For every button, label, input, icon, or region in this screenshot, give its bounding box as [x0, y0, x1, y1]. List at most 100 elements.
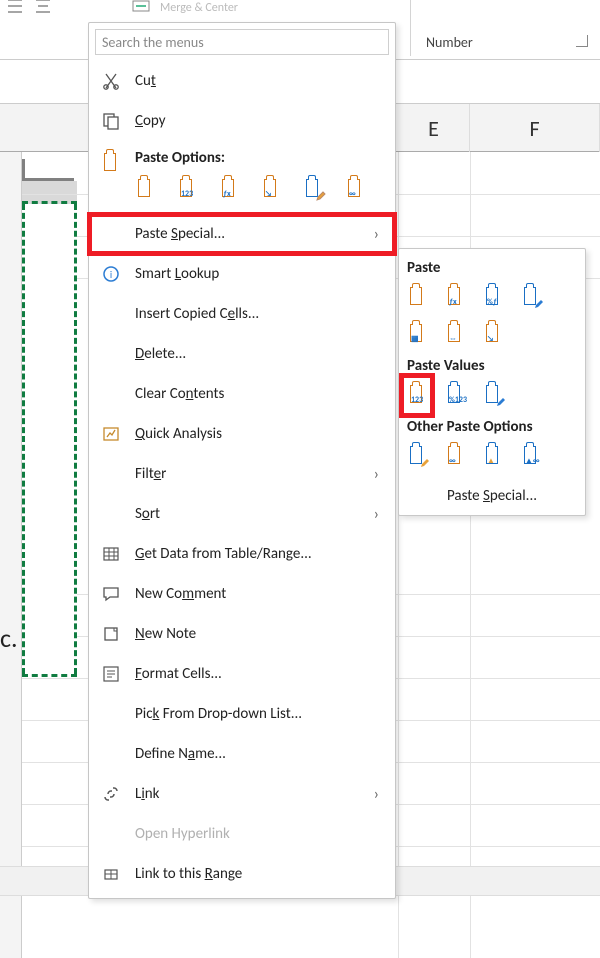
paste-options-label: Paste Options: — [135, 149, 379, 167]
copy-icon — [101, 112, 121, 130]
menu-smart-lookup[interactable]: i Smart Lookup — [89, 254, 395, 294]
menu-new-note-label: New Note — [135, 625, 379, 643]
svg-text:i: i — [110, 268, 112, 281]
align-icon-2[interactable] — [34, 0, 52, 19]
menu-smart-lookup-label: Smart Lookup — [135, 265, 379, 283]
menu-quick-analysis-label: Quick Analysis — [135, 425, 379, 443]
menu-paste-special-label: Paste Special... — [135, 225, 360, 243]
menu-link[interactable]: Link › — [89, 774, 395, 814]
menu-copy[interactable]: Copy — [89, 101, 395, 141]
menu-quick-analysis[interactable]: Quick Analysis — [89, 414, 395, 454]
cut-icon — [101, 72, 121, 90]
dialog-launcher-icon[interactable] — [576, 35, 588, 47]
column-header-f[interactable]: F — [470, 104, 600, 152]
table-icon — [101, 545, 121, 563]
row-header-column — [0, 152, 22, 958]
menu-delete-label: Delete... — [135, 345, 379, 363]
ribbon-top-row: Merge & Center — [0, 0, 600, 16]
link-range-icon — [101, 865, 121, 883]
menu-filter-label: Filter — [135, 465, 360, 483]
menu-insert-copied-cells[interactable]: Insert Copied Cells... — [89, 294, 395, 334]
flyout-other-picture-icon[interactable]: ▲ — [483, 442, 503, 471]
flyout-values-123-pct-icon[interactable]: %123 — [445, 381, 465, 410]
flyout-values-123-icon[interactable]: 123 — [407, 381, 427, 410]
paste-option-paste-icon[interactable] — [135, 175, 155, 204]
menu-delete[interactable]: Delete... — [89, 334, 395, 374]
clipboard-icon — [101, 149, 121, 173]
comment-icon — [101, 585, 121, 603]
quick-analysis-icon — [101, 425, 121, 443]
flyout-other-row: ∞ ▲ ▲∞ — [407, 442, 577, 471]
menu-paste-options-header: Paste Options: — [89, 141, 395, 173]
flyout-paste-header: Paste — [407, 259, 577, 277]
menu-get-data-from-table[interactable]: Get Data from Table/Range... — [89, 534, 395, 574]
paste-option-formulas-icon[interactable]: ƒx — [219, 175, 239, 204]
flyout-paste-transpose-icon[interactable]: ↘ — [483, 320, 503, 349]
flyout-paste-values-header: Paste Values — [407, 357, 577, 375]
chevron-right-icon: › — [374, 785, 379, 804]
flyout-values-format-icon[interactable] — [483, 381, 503, 410]
menu-pick-dropdown[interactable]: Pick From Drop-down List... — [89, 694, 395, 734]
paste-option-link-icon[interactable]: ∞ — [345, 175, 365, 204]
menu-new-comment[interactable]: New Comment — [89, 574, 395, 614]
flyout-paste-format-icon[interactable] — [521, 283, 541, 312]
copied-selection-marquee — [22, 204, 77, 674]
menu-new-note[interactable]: New Note — [89, 614, 395, 654]
menu-open-hyperlink: Open Hyperlink — [89, 814, 395, 854]
flyout-other-header: Other Paste Options — [407, 418, 577, 436]
flyout-paste-colwidth-icon[interactable]: ⇔ — [445, 320, 465, 349]
flyout-paste-row2: ▦ ⇔ ↘ — [407, 320, 577, 349]
menu-sort[interactable]: Sort › — [89, 494, 395, 534]
menu-link-to-range-label: Link to this Range — [135, 865, 379, 883]
menu-define-name[interactable]: Define Name... — [89, 734, 395, 774]
menu-pick-dropdown-label: Pick From Drop-down List... — [135, 705, 379, 723]
flyout-other-link-icon[interactable]: ∞ — [445, 442, 465, 471]
flyout-values-row: 123 %123 — [407, 381, 577, 410]
menu-paste-special[interactable]: Paste Special... › — [89, 214, 395, 254]
column-header-e[interactable]: E — [398, 104, 470, 152]
menu-format-cells[interactable]: Format Cells... — [89, 654, 395, 694]
menu-search-input[interactable]: Search the menus — [95, 29, 389, 55]
menu-cut[interactable]: Cut — [89, 61, 395, 101]
merge-center-label[interactable]: Merge & Center — [160, 1, 238, 15]
paste-option-values-123-icon[interactable]: 123 — [177, 175, 197, 204]
menu-insert-copied-cells-label: Insert Copied Cells... — [135, 305, 379, 323]
menu-new-comment-label: New Comment — [135, 585, 379, 603]
chevron-right-icon: › — [374, 505, 379, 524]
menu-get-data-label: Get Data from Table/Range... — [135, 545, 379, 563]
flyout-paste-noborders-icon[interactable]: ▦ — [407, 320, 427, 349]
align-icon[interactable] — [6, 0, 24, 19]
ribbon-group-label: Number — [426, 34, 473, 51]
menu-format-cells-label: Format Cells... — [135, 665, 379, 683]
chevron-right-icon: › — [374, 225, 379, 244]
paste-option-formatting-icon[interactable] — [303, 175, 323, 204]
link-icon — [101, 785, 121, 803]
flyout-paste-fx-pct-icon[interactable]: %ƒ — [483, 283, 503, 312]
flyout-paste-row1: ƒx %ƒ — [407, 283, 577, 312]
menu-clear-contents-label: Clear Contents — [135, 385, 379, 403]
format-cells-icon — [101, 665, 121, 683]
menu-sort-label: Sort — [135, 505, 360, 523]
paste-special-flyout: Paste ƒx %ƒ ▦ ⇔ ↘ Paste Values 123 %123 … — [398, 248, 586, 516]
menu-copy-label: Copy — [135, 112, 379, 130]
menu-clear-contents[interactable]: Clear Contents — [89, 374, 395, 414]
context-menu: Search the menus Cut Copy Paste Options:… — [88, 22, 396, 899]
paste-option-transpose-icon[interactable]: ↘ — [261, 175, 281, 204]
ribbon-group-divider — [410, 0, 411, 56]
merge-center-icon[interactable] — [132, 0, 150, 19]
menu-define-name-label: Define Name... — [135, 745, 379, 763]
menu-link-to-range[interactable]: Link to this Range — [89, 854, 395, 894]
chevron-right-icon: › — [374, 465, 379, 484]
flyout-other-format-icon[interactable] — [407, 442, 427, 471]
flyout-paste-icon[interactable] — [407, 283, 427, 312]
menu-filter[interactable]: Filter › — [89, 454, 395, 494]
smart-lookup-icon: i — [101, 265, 121, 283]
note-icon — [101, 625, 121, 643]
flyout-paste-special-link[interactable]: Paste Special... — [407, 479, 577, 507]
flyout-paste-fx-icon[interactable]: ƒx — [445, 283, 465, 312]
menu-link-label: Link — [135, 785, 360, 803]
flyout-other-picture-link-icon[interactable]: ▲∞ — [521, 442, 541, 471]
menu-open-hyperlink-label: Open Hyperlink — [135, 825, 379, 843]
cell-text-c: c. — [0, 622, 18, 654]
paste-options-row: 123 ƒx ↘ ∞ — [89, 173, 395, 214]
